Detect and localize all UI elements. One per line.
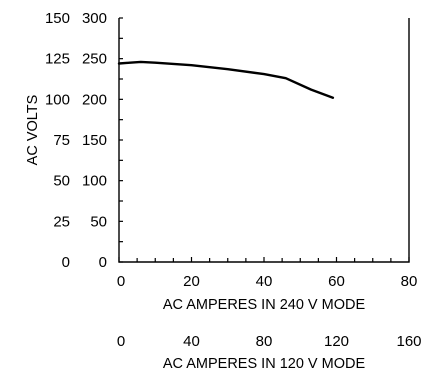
- y-right-tick-label: 100: [82, 173, 107, 190]
- x-secondary-tick-label: 0: [117, 333, 125, 350]
- x-primary-tick-label: 60: [328, 273, 345, 290]
- y-axis-title: AC VOLTS: [25, 95, 41, 166]
- x-axis-title-240v: AC AMPERES IN 240 V MODE: [163, 297, 366, 313]
- x-axis-title-120v: AC AMPERES IN 120 V MODE: [163, 356, 366, 372]
- y-axis-ticks: 150 300 125 250 100 200 75 150 50 100 25 50 0 0: [45, 10, 123, 271]
- y-left-tick-label: 125: [45, 51, 70, 68]
- y-right-tick-label: 150: [82, 132, 107, 149]
- y-left-tick-label: 0: [62, 254, 70, 271]
- y-left-tick-label: 75: [53, 132, 70, 149]
- x-secondary-tick-label: 120: [324, 333, 349, 350]
- y-right-tick-label: 200: [82, 91, 107, 108]
- y-left-tick-label: 50: [53, 173, 70, 190]
- x-secondary-tick-label: 40: [183, 333, 200, 350]
- y-left-tick-label: 100: [45, 91, 70, 108]
- x-primary-tick-label: 40: [256, 273, 273, 290]
- y-left-tick-label: 150: [45, 10, 70, 27]
- plot-area: [117, 18, 410, 263]
- x-primary-tick-label: 0: [117, 273, 125, 290]
- y-right-tick-label: 300: [82, 10, 107, 27]
- y-right-tick-label: 250: [82, 51, 107, 68]
- x-secondary-tick-label: 160: [396, 333, 421, 350]
- x-primary-tick-label: 80: [401, 273, 418, 290]
- x-secondary-tick-label: 80: [256, 333, 273, 350]
- y-right-tick-label: 0: [99, 254, 107, 271]
- y-left-tick-label: 25: [53, 213, 70, 230]
- x-primary-tick-label: 20: [183, 273, 200, 290]
- plot-frame: [118, 18, 410, 263]
- series-line-0: [117, 60, 335, 99]
- y-right-tick-label: 50: [90, 213, 107, 230]
- x-axis-ticks: 0 20 40 60 80 0 40 80 120 160: [117, 257, 422, 350]
